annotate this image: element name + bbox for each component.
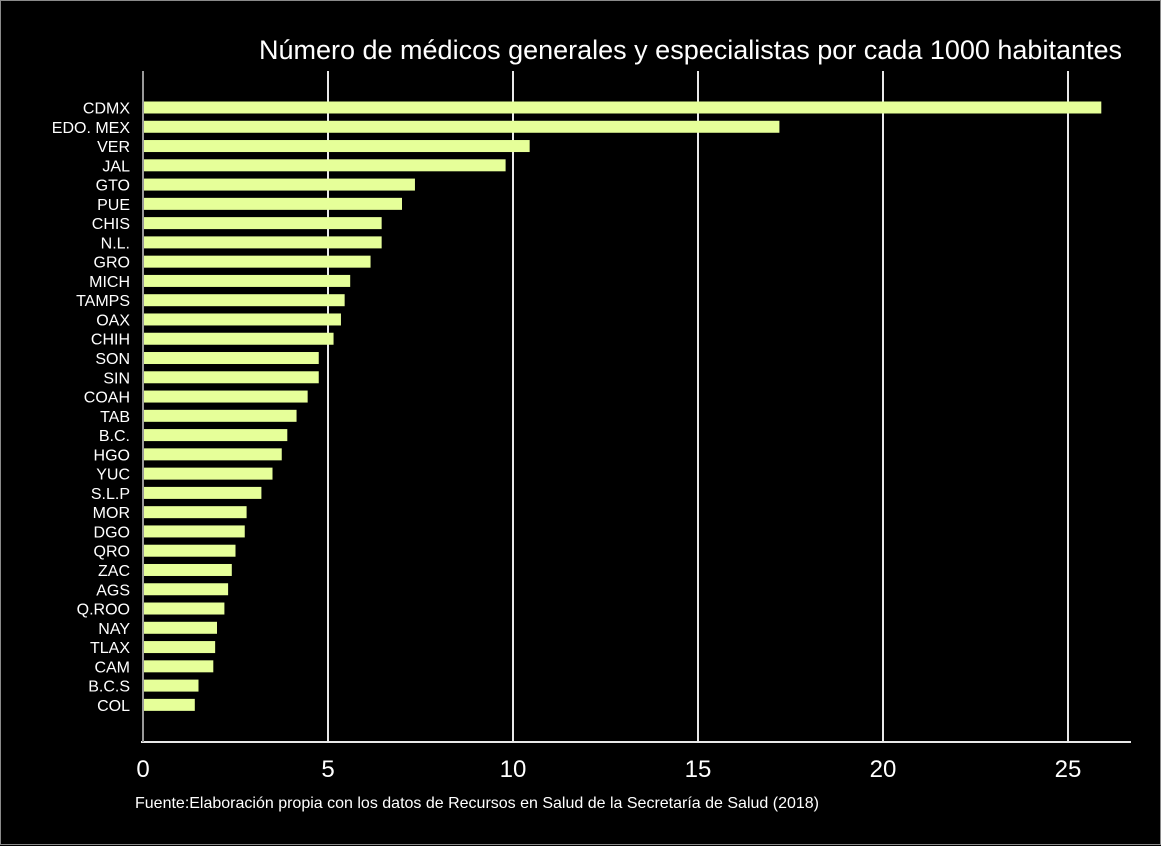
x-tick-label: 25	[1055, 756, 1082, 783]
category-label: SON	[95, 351, 130, 368]
category-label: GRO	[94, 255, 130, 272]
bar	[144, 371, 319, 384]
category-label: VER	[97, 139, 130, 156]
category-label: OAX	[96, 312, 130, 329]
category-label: CHIH	[91, 332, 130, 349]
category-label: N.L.	[101, 235, 130, 252]
category-label: HGO	[94, 447, 130, 464]
category-label: TAB	[100, 409, 130, 426]
chart-title: Número de médicos generales y especialis…	[259, 35, 1122, 65]
bar	[144, 583, 229, 596]
bar	[144, 159, 506, 172]
x-tick-label: 15	[685, 756, 712, 783]
bar	[144, 486, 262, 499]
category-label: TLAX	[90, 640, 130, 657]
bar	[144, 698, 195, 711]
x-tick-label: 10	[500, 756, 527, 783]
category-label: CDMX	[83, 101, 130, 118]
category-label: Q.ROO	[77, 602, 130, 619]
bar	[144, 332, 334, 345]
category-label: COL	[97, 698, 130, 715]
bar	[144, 274, 351, 287]
bar	[144, 525, 245, 538]
bar	[144, 294, 345, 307]
category-label: PUE	[97, 197, 130, 214]
category-label: MICH	[89, 274, 130, 291]
bars	[144, 101, 1102, 711]
category-label: MOR	[93, 505, 130, 522]
bar	[144, 409, 297, 422]
gridlines	[327, 71, 1069, 742]
category-label: DGO	[94, 524, 130, 541]
bar	[144, 217, 382, 230]
bar	[144, 140, 530, 153]
category-labels: CDMX EDO. MEX VER JAL GTO PUE CHIS N.L. GRO MICH T…	[52, 101, 131, 715]
category-label: TAMPS	[76, 293, 130, 310]
bar	[144, 255, 371, 268]
bar	[144, 429, 288, 442]
x-tick-label: 5	[321, 756, 334, 783]
bar	[144, 544, 236, 557]
x-tick-label: 20	[870, 756, 897, 783]
source-note: Fuente:Elaboración propia con los datos …	[135, 795, 819, 812]
bar	[144, 120, 780, 133]
bar	[144, 660, 214, 673]
category-label: AGS	[96, 582, 130, 599]
category-label: CHIS	[92, 216, 130, 233]
category-label: S.L.P	[91, 486, 130, 503]
category-label: COAH	[84, 390, 130, 407]
bar	[144, 352, 319, 365]
x-tick-label: 0	[136, 756, 149, 783]
bar	[144, 236, 382, 249]
bar	[144, 197, 402, 210]
bar	[144, 390, 308, 403]
category-label: SIN	[103, 370, 130, 387]
bar	[144, 448, 282, 461]
category-label: YUC	[96, 467, 130, 484]
category-label: QRO	[94, 544, 130, 561]
bar	[144, 563, 232, 576]
bar	[144, 506, 247, 519]
bar	[144, 178, 415, 191]
bar	[144, 313, 341, 326]
category-label: GTO	[96, 178, 130, 195]
bar	[144, 602, 225, 615]
bar	[144, 621, 217, 634]
category-label: B.C.S	[88, 679, 130, 696]
category-label: CAM	[94, 659, 130, 676]
bar	[144, 679, 199, 692]
category-label: JAL	[102, 158, 130, 175]
category-label: ZAC	[98, 563, 130, 580]
category-label: B.C.	[99, 428, 130, 445]
x-tick-labels: 0 5 10 15 20 25	[136, 756, 1081, 783]
bar	[144, 467, 273, 480]
bar	[144, 101, 1102, 114]
category-label: EDO. MEX	[52, 120, 131, 137]
bar	[144, 641, 216, 654]
category-label: NAY	[98, 621, 130, 638]
